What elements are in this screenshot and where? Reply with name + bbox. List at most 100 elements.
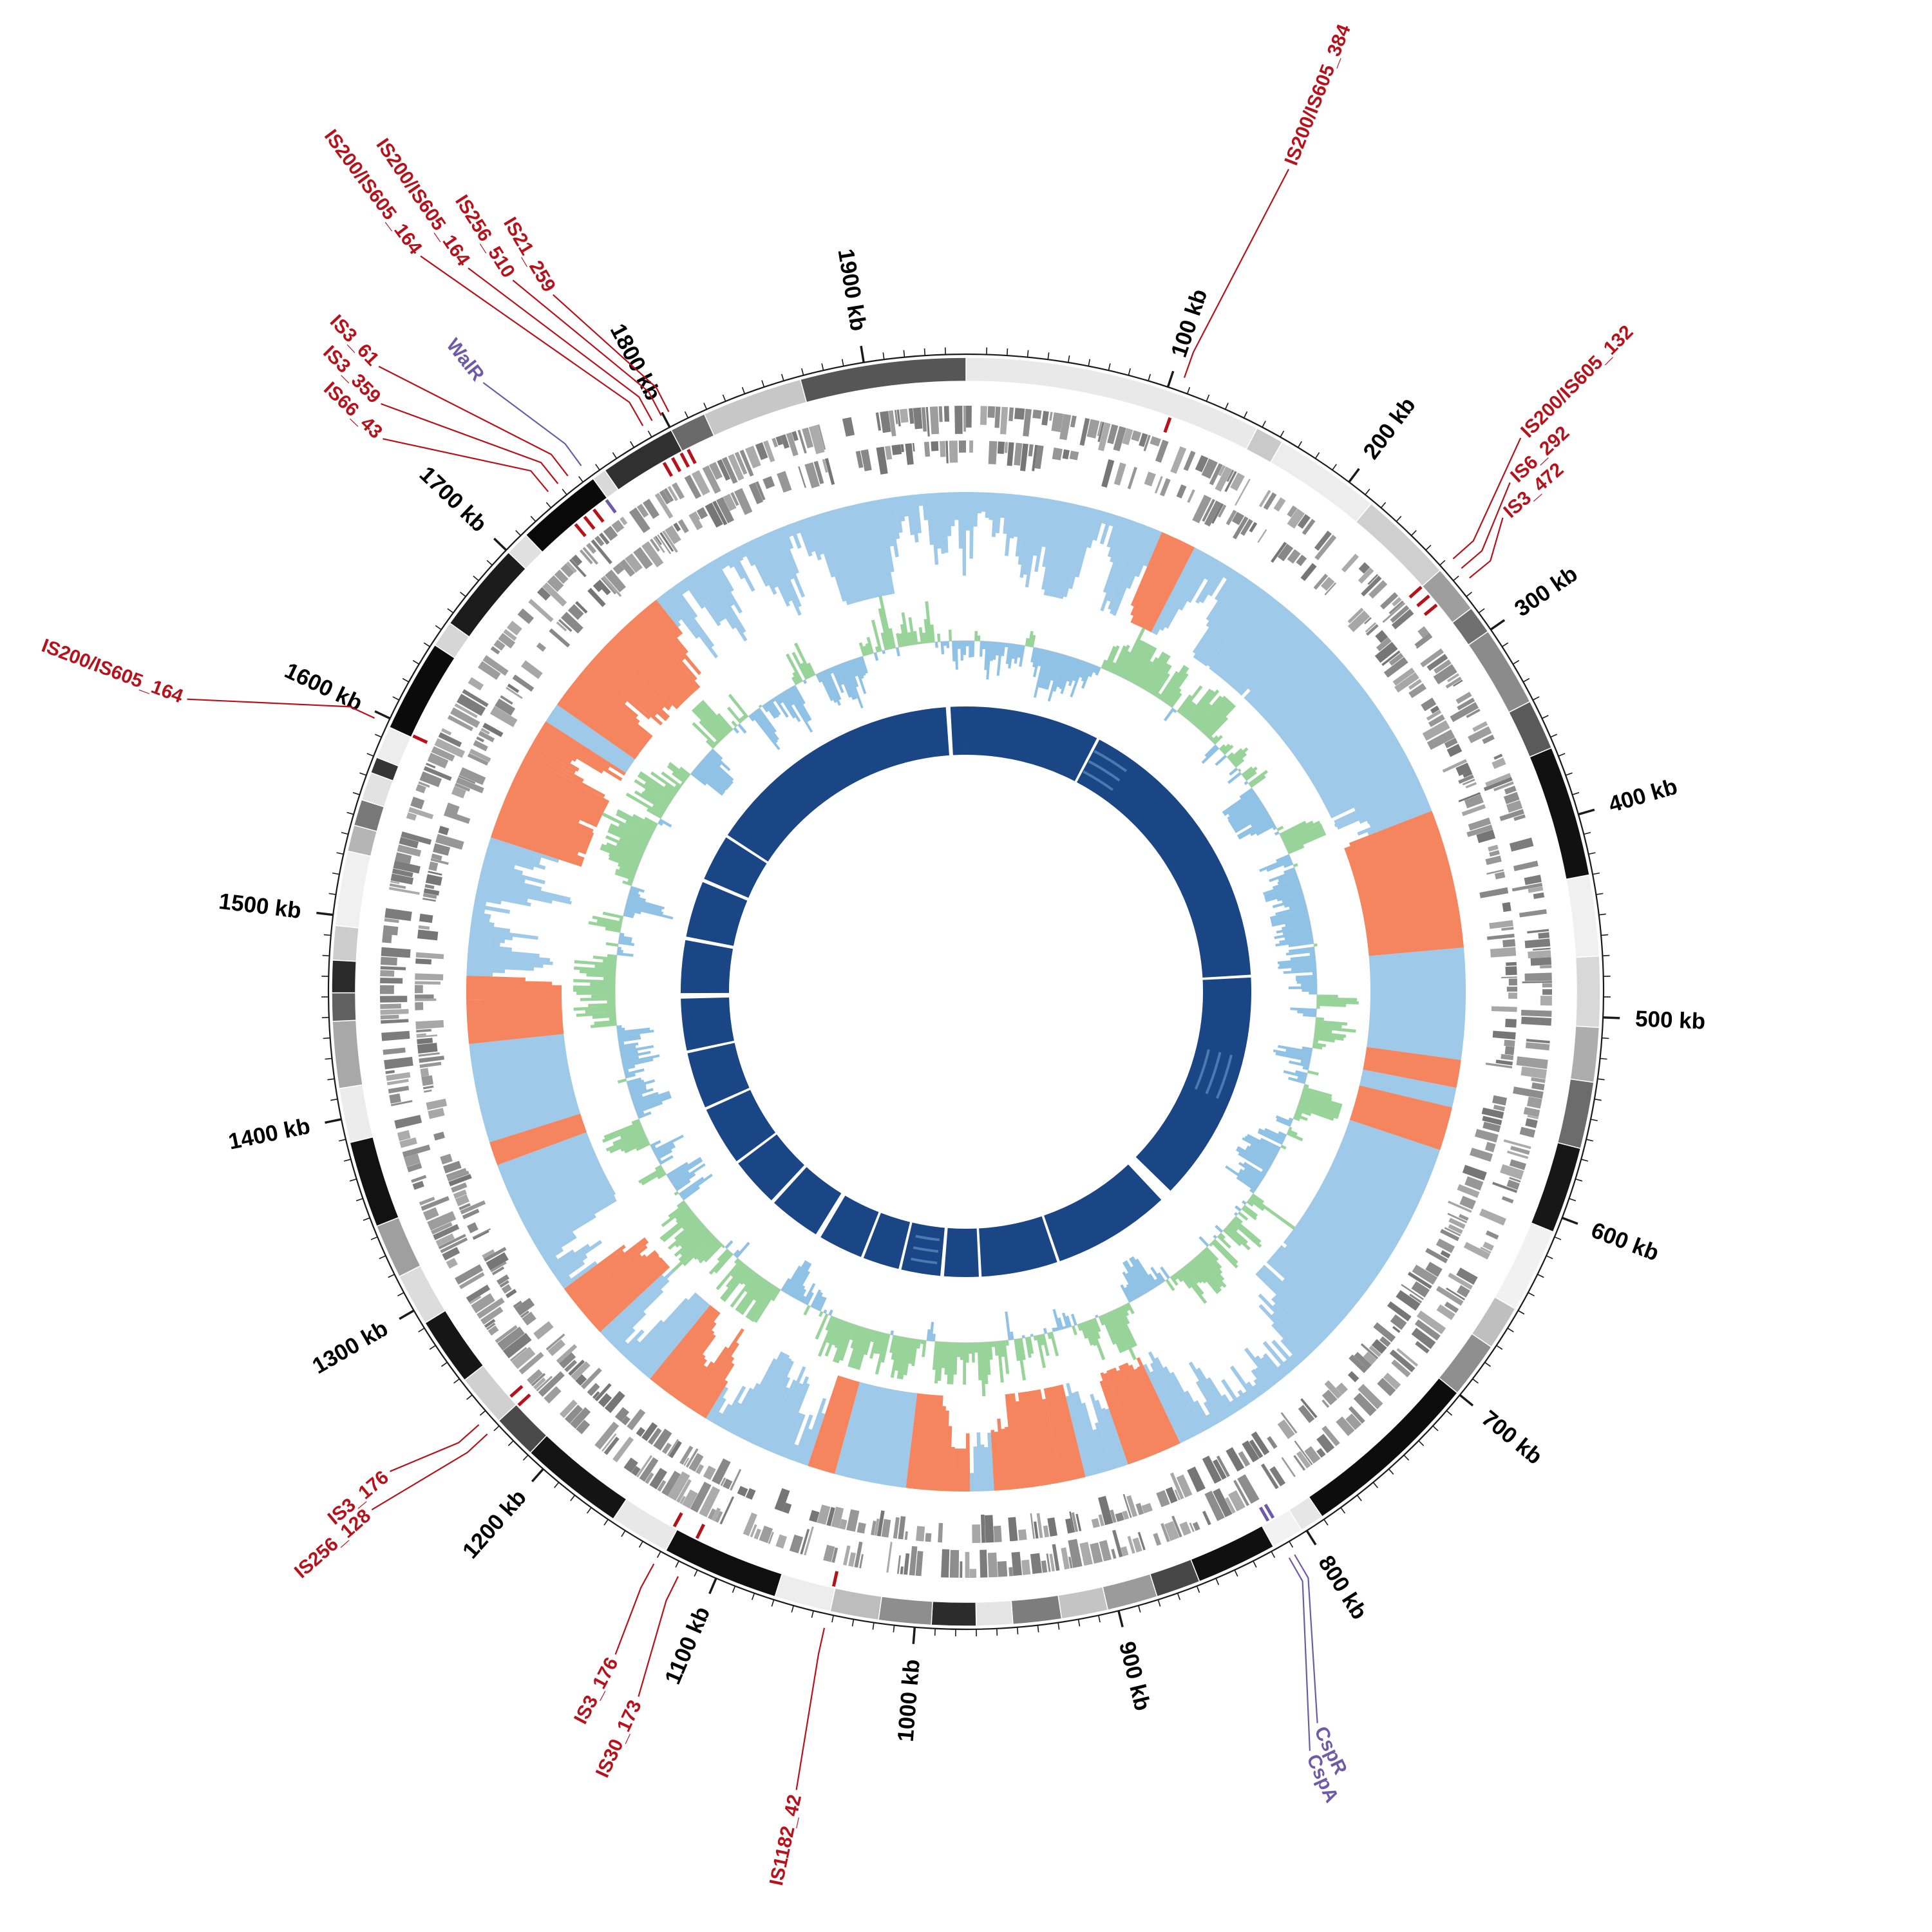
minor-tick bbox=[1088, 359, 1091, 366]
minor-tick bbox=[330, 1098, 338, 1101]
minor-tick bbox=[1507, 1327, 1514, 1332]
alignment-segment bbox=[773, 1166, 842, 1235]
minor-tick bbox=[781, 374, 784, 381]
minor-tick bbox=[453, 1378, 460, 1384]
minor-tick bbox=[379, 1255, 386, 1260]
annotation-leader bbox=[1294, 1554, 1318, 1723]
contig-segment bbox=[331, 960, 357, 994]
is-element-tick bbox=[1408, 585, 1423, 599]
minor-tick bbox=[336, 852, 344, 855]
minor-tick bbox=[703, 402, 708, 410]
minor-tick bbox=[327, 1078, 335, 1081]
minor-tick bbox=[1380, 502, 1387, 509]
alignment-segment bbox=[681, 940, 734, 994]
alignment-stripe bbox=[1205, 1052, 1222, 1095]
minor-tick bbox=[1128, 368, 1131, 375]
minor-tick bbox=[352, 791, 360, 795]
minor-tick bbox=[1581, 1159, 1589, 1162]
minor-tick bbox=[1522, 677, 1530, 683]
minor-tick bbox=[621, 1530, 626, 1537]
annotation-leader bbox=[381, 402, 559, 484]
minor-tick bbox=[435, 625, 442, 630]
is-element-tick bbox=[574, 523, 587, 538]
alignment-stripe bbox=[1216, 1054, 1233, 1099]
minor-tick bbox=[1365, 489, 1370, 495]
minor-tick bbox=[1332, 464, 1337, 471]
minor-tick bbox=[1108, 363, 1111, 371]
minor-tick bbox=[595, 464, 600, 471]
minor-tick bbox=[1590, 1119, 1598, 1122]
minor-tick bbox=[1528, 1292, 1535, 1297]
alignment-ring bbox=[681, 706, 1251, 1277]
minor-tick bbox=[771, 1599, 775, 1607]
alignment-segment bbox=[706, 1089, 776, 1162]
is-element-tick bbox=[671, 457, 682, 473]
minor-tick bbox=[656, 1551, 661, 1558]
kb-tick-label: 500 kb bbox=[1634, 1006, 1705, 1034]
minor-tick bbox=[893, 1625, 895, 1633]
minor-tick bbox=[996, 1628, 998, 1636]
minor-tick bbox=[397, 1292, 404, 1297]
annotation-leader bbox=[1288, 1557, 1311, 1751]
minor-tick bbox=[1484, 1361, 1492, 1367]
minor-tick bbox=[1137, 1605, 1141, 1613]
alignment-stripe bbox=[915, 1235, 940, 1242]
is-element-tick bbox=[583, 515, 596, 530]
gene-marker-tick bbox=[1264, 1503, 1275, 1519]
minor-tick bbox=[1253, 1560, 1257, 1568]
minor-tick bbox=[341, 831, 348, 835]
minor-tick bbox=[831, 1615, 834, 1623]
minor-tick bbox=[1157, 1599, 1161, 1607]
is-element-tick bbox=[687, 449, 697, 464]
minor-tick bbox=[466, 1394, 473, 1400]
annotation-leader bbox=[482, 382, 582, 466]
alignment-segment bbox=[1043, 1164, 1162, 1262]
is-element-tick bbox=[672, 1512, 683, 1528]
minor-tick bbox=[1006, 348, 1009, 356]
minor-tick bbox=[1314, 452, 1320, 459]
minor-tick bbox=[1546, 1255, 1553, 1260]
alignment-stripe bbox=[1083, 770, 1113, 791]
major-tick bbox=[860, 345, 865, 363]
major-tick bbox=[1459, 1394, 1474, 1406]
annotation-leader bbox=[1461, 482, 1511, 569]
annotation-leader bbox=[1469, 517, 1504, 579]
minor-tick bbox=[1439, 560, 1446, 566]
minor-tick bbox=[1323, 1519, 1329, 1526]
minor-tick bbox=[722, 394, 726, 402]
major-tick bbox=[1490, 619, 1506, 631]
minor-tick bbox=[325, 1057, 332, 1060]
minor-tick bbox=[388, 1274, 395, 1278]
minor-tick bbox=[586, 1507, 592, 1514]
is-element-tick bbox=[831, 1571, 839, 1587]
is-element-tick bbox=[412, 734, 428, 744]
alignment-segment bbox=[681, 997, 735, 1051]
minor-tick bbox=[570, 1495, 576, 1501]
gene-marker-tick bbox=[605, 498, 617, 514]
is-element-tick bbox=[509, 1385, 524, 1398]
minor-tick bbox=[522, 1454, 529, 1461]
major-tick bbox=[1166, 370, 1175, 388]
minor-tick bbox=[741, 386, 746, 394]
minor-tick bbox=[1396, 515, 1402, 522]
minor-tick bbox=[811, 1611, 814, 1618]
minor-tick bbox=[1297, 441, 1302, 448]
minor-tick bbox=[1446, 1410, 1453, 1416]
annotation-leader bbox=[795, 1627, 826, 1790]
minor-tick bbox=[1542, 715, 1549, 719]
minor-tick bbox=[343, 1159, 351, 1162]
minor-tick bbox=[493, 1425, 500, 1432]
minor-tick bbox=[1403, 1454, 1410, 1461]
alignment-stripe bbox=[911, 1257, 938, 1265]
minor-tick bbox=[791, 1605, 795, 1613]
minor-tick bbox=[1601, 934, 1609, 936]
minor-tick bbox=[1558, 753, 1566, 757]
gene-marker-tick bbox=[1258, 1506, 1270, 1522]
minor-tick bbox=[934, 1628, 936, 1636]
annotation-leader bbox=[390, 1424, 480, 1472]
minor-tick bbox=[647, 430, 652, 438]
minor-tick bbox=[1453, 575, 1459, 582]
minor-tick bbox=[1502, 642, 1509, 647]
alignment-segment bbox=[978, 1216, 1057, 1277]
